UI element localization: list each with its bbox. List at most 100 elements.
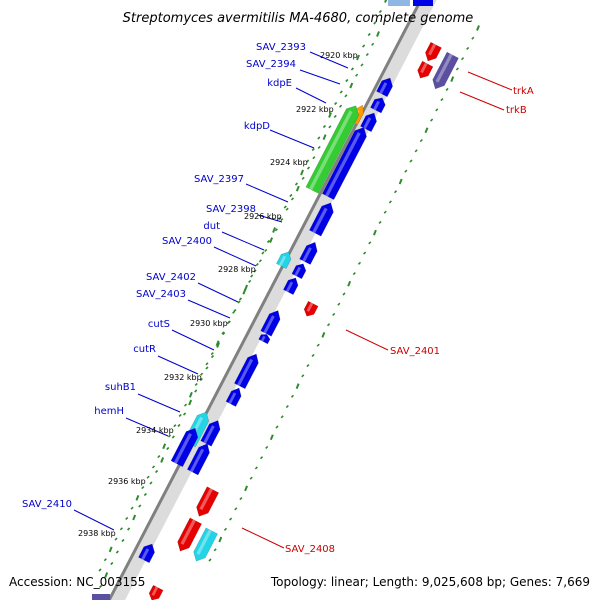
tick-mark: [367, 32, 371, 37]
gene-label[interactable]: cutS: [148, 319, 170, 330]
tick-mark: [328, 112, 332, 118]
tick-mark: [237, 300, 241, 304]
accession-text: Accession: NC_003155: [9, 575, 145, 589]
label-leader: [299, 69, 341, 85]
tick-mark: [162, 443, 167, 450]
label-leader: [73, 509, 115, 531]
tick-mark: [242, 288, 247, 295]
tick-mark: [149, 481, 153, 485]
gene-label[interactable]: SAV_2410: [22, 499, 72, 510]
tick-mark: [306, 166, 311, 170]
gene-cutr: [225, 387, 242, 407]
gene-labels: SAV_2393 SAV_2394 kdpE kdpD SAV_2397 SAV_2398…: [22, 42, 534, 555]
tick-label: 2938 kbp: [78, 529, 116, 538]
label-leader: [257, 214, 283, 223]
label-leader: [241, 527, 285, 549]
gene-kdpd: [321, 127, 367, 201]
tick-mark: [349, 82, 354, 89]
gene-label[interactable]: trkA: [513, 86, 534, 97]
gene-label[interactable]: dut: [203, 221, 220, 232]
label-leader: [157, 355, 199, 375]
label-leader: [309, 51, 349, 69]
label-leader: [459, 91, 505, 111]
tick-mark: [317, 145, 321, 149]
tick-mark: [378, 220, 382, 224]
label-leader: [345, 329, 389, 351]
tick-mark: [295, 185, 300, 192]
tick-mark: [234, 507, 238, 511]
tick-mark: [264, 248, 268, 253]
map-title: Streptomyces avermitilis MA-4680, comple…: [123, 11, 474, 26]
tick-mark: [200, 372, 204, 376]
tick-label: 2934 kbp: [136, 426, 174, 435]
tick-mark: [269, 434, 274, 441]
tick-mark: [414, 149, 418, 153]
gene-sav-2408-cyan: [193, 527, 219, 562]
gene-label[interactable]: cutR: [133, 344, 156, 355]
gene-kdpb-green: [305, 105, 360, 194]
tick-mark: [311, 353, 315, 357]
gene-sav-2403: [258, 334, 271, 345]
tick-mark: [311, 147, 315, 152]
tick-row-right: [208, 25, 480, 562]
tick-mark: [221, 331, 225, 335]
tick-mark: [440, 98, 444, 102]
tick-mark: [476, 25, 480, 31]
tick-mark: [384, 0, 388, 3]
tick-mark: [261, 251, 265, 255]
gene-sav-2400-cyan: [275, 251, 292, 270]
tick-label: 2920 kbp: [320, 51, 358, 60]
tick-mark: [167, 434, 172, 438]
gene-label[interactable]: SAV_2402: [146, 272, 196, 283]
label-leader: [245, 183, 289, 203]
gene-label[interactable]: kdpD: [244, 121, 270, 132]
gene-label[interactable]: SAV_2397: [194, 174, 244, 185]
tick-mark: [127, 527, 131, 531]
tick-mark: [317, 136, 321, 140]
tick-mark: [239, 497, 243, 501]
tick-mark: [183, 403, 188, 407]
gene-sav-2400: [282, 277, 299, 296]
gene-label[interactable]: SAV_2394: [246, 59, 296, 70]
gene-label[interactable]: hemH: [94, 406, 124, 417]
tick-mark: [244, 284, 249, 291]
tick-mark: [357, 261, 362, 265]
gene-trka-b: [417, 60, 434, 79]
gene-hemh: [170, 427, 199, 468]
gene-label[interactable]: SAV_2398: [206, 204, 256, 215]
tick-mark: [103, 558, 107, 562]
gene-label[interactable]: trkB: [506, 105, 527, 116]
tick-mark: [278, 216, 282, 221]
tick-mark: [199, 377, 203, 382]
tick-mark: [238, 297, 243, 301]
tick-mark: [99, 584, 103, 589]
gene-label[interactable]: SAV_2400: [162, 236, 212, 247]
gene-label[interactable]: kdpE: [267, 78, 292, 89]
tick-mark: [130, 506, 134, 510]
gene-sav-2397: [308, 202, 334, 237]
gene-sav-2394: [370, 97, 386, 114]
tick-mark: [194, 382, 198, 387]
tick-mark: [249, 476, 253, 480]
label-leader: [295, 87, 327, 104]
tick-mark: [205, 366, 209, 370]
gene-trkb: [432, 51, 459, 90]
tick-mark: [312, 156, 316, 160]
tick-mark: [280, 415, 284, 419]
tick-mark: [254, 466, 258, 470]
label-leader: [125, 417, 169, 437]
gene-label[interactable]: suhB1: [105, 382, 136, 393]
tick-mark: [424, 127, 429, 134]
tick-mark: [210, 354, 215, 359]
gene-label[interactable]: SAV_2408: [285, 544, 335, 555]
tick-mark: [205, 362, 209, 366]
tick-mark: [213, 548, 217, 552]
gene-label[interactable]: SAV_2403: [136, 289, 186, 300]
tick-mark: [355, 73, 359, 77]
tick-mark: [450, 76, 455, 83]
gene-label[interactable]: SAV_2393: [256, 42, 306, 53]
tick-mark: [143, 492, 147, 497]
gene-label[interactable]: SAV_2401: [390, 346, 440, 357]
